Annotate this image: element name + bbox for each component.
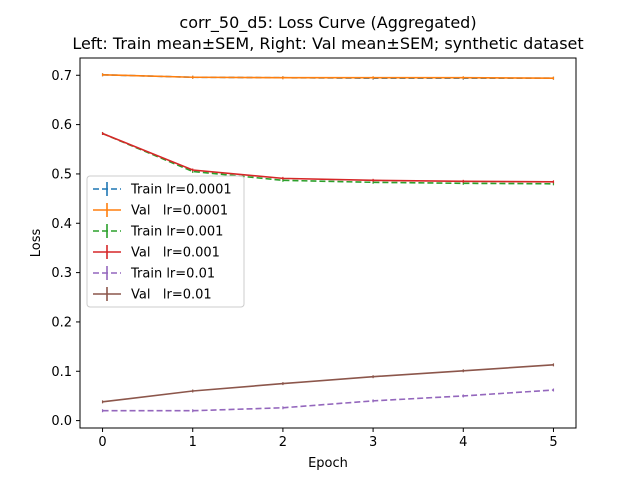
y-axis-ticks: 0.0 0.1 0.2 0.3 0.4 0.5 0.6 0.7	[51, 69, 80, 429]
y-tick-label-3: 0.3	[51, 266, 72, 281]
plot-frame	[79, 57, 577, 429]
series-line-4	[102, 389, 554, 412]
y-tick-label-1: 0.1	[51, 365, 72, 380]
legend-label-0: Train lr=0.0001	[130, 183, 232, 198]
x-tick-label-1: 1	[189, 435, 197, 450]
y-tick-label-7: 0.7	[51, 69, 72, 84]
series-line-5	[102, 364, 554, 403]
series-lines	[101, 73, 555, 413]
x-tick-label-2: 2	[279, 435, 287, 450]
series-line-1	[102, 73, 554, 80]
x-tick-label-5: 5	[549, 435, 557, 450]
legend-label-5: Val lr=0.01	[131, 288, 212, 303]
series-line-3	[102, 132, 554, 183]
y-tick-label-5: 0.5	[51, 167, 72, 182]
y-axis-label: Loss	[29, 229, 44, 258]
legend-label-4: Train lr=0.01	[130, 267, 215, 282]
legend: Train lr=0.0001 Val lr=0.0001 Train lr=0.0…	[86, 175, 245, 308]
chart-title: corr_50_d5: Loss Curve (Aggregated)	[179, 13, 476, 33]
y-tick-label-0: 0.0	[51, 414, 72, 429]
legend-label-1: Val lr=0.0001	[131, 204, 228, 219]
y-tick-label-6: 0.6	[51, 118, 72, 133]
y-tick-label-4: 0.4	[51, 217, 72, 232]
series-line-2	[102, 132, 554, 185]
chart-subtitle: Left: Train mean±SEM, Right: Val mean±SE…	[72, 34, 583, 53]
x-tick-label-0: 0	[98, 435, 106, 450]
x-tick-label-4: 4	[459, 435, 467, 450]
x-axis-label: Epoch	[308, 456, 348, 471]
legend-label-3: Val lr=0.001	[131, 246, 220, 261]
legend-box	[86, 175, 245, 308]
legend-label-2: Train lr=0.001	[130, 225, 223, 240]
x-axis-ticks: 0 1 2 3 4 5	[98, 428, 558, 450]
y-tick-label-2: 0.2	[51, 315, 72, 330]
x-tick-label-3: 3	[369, 435, 377, 450]
